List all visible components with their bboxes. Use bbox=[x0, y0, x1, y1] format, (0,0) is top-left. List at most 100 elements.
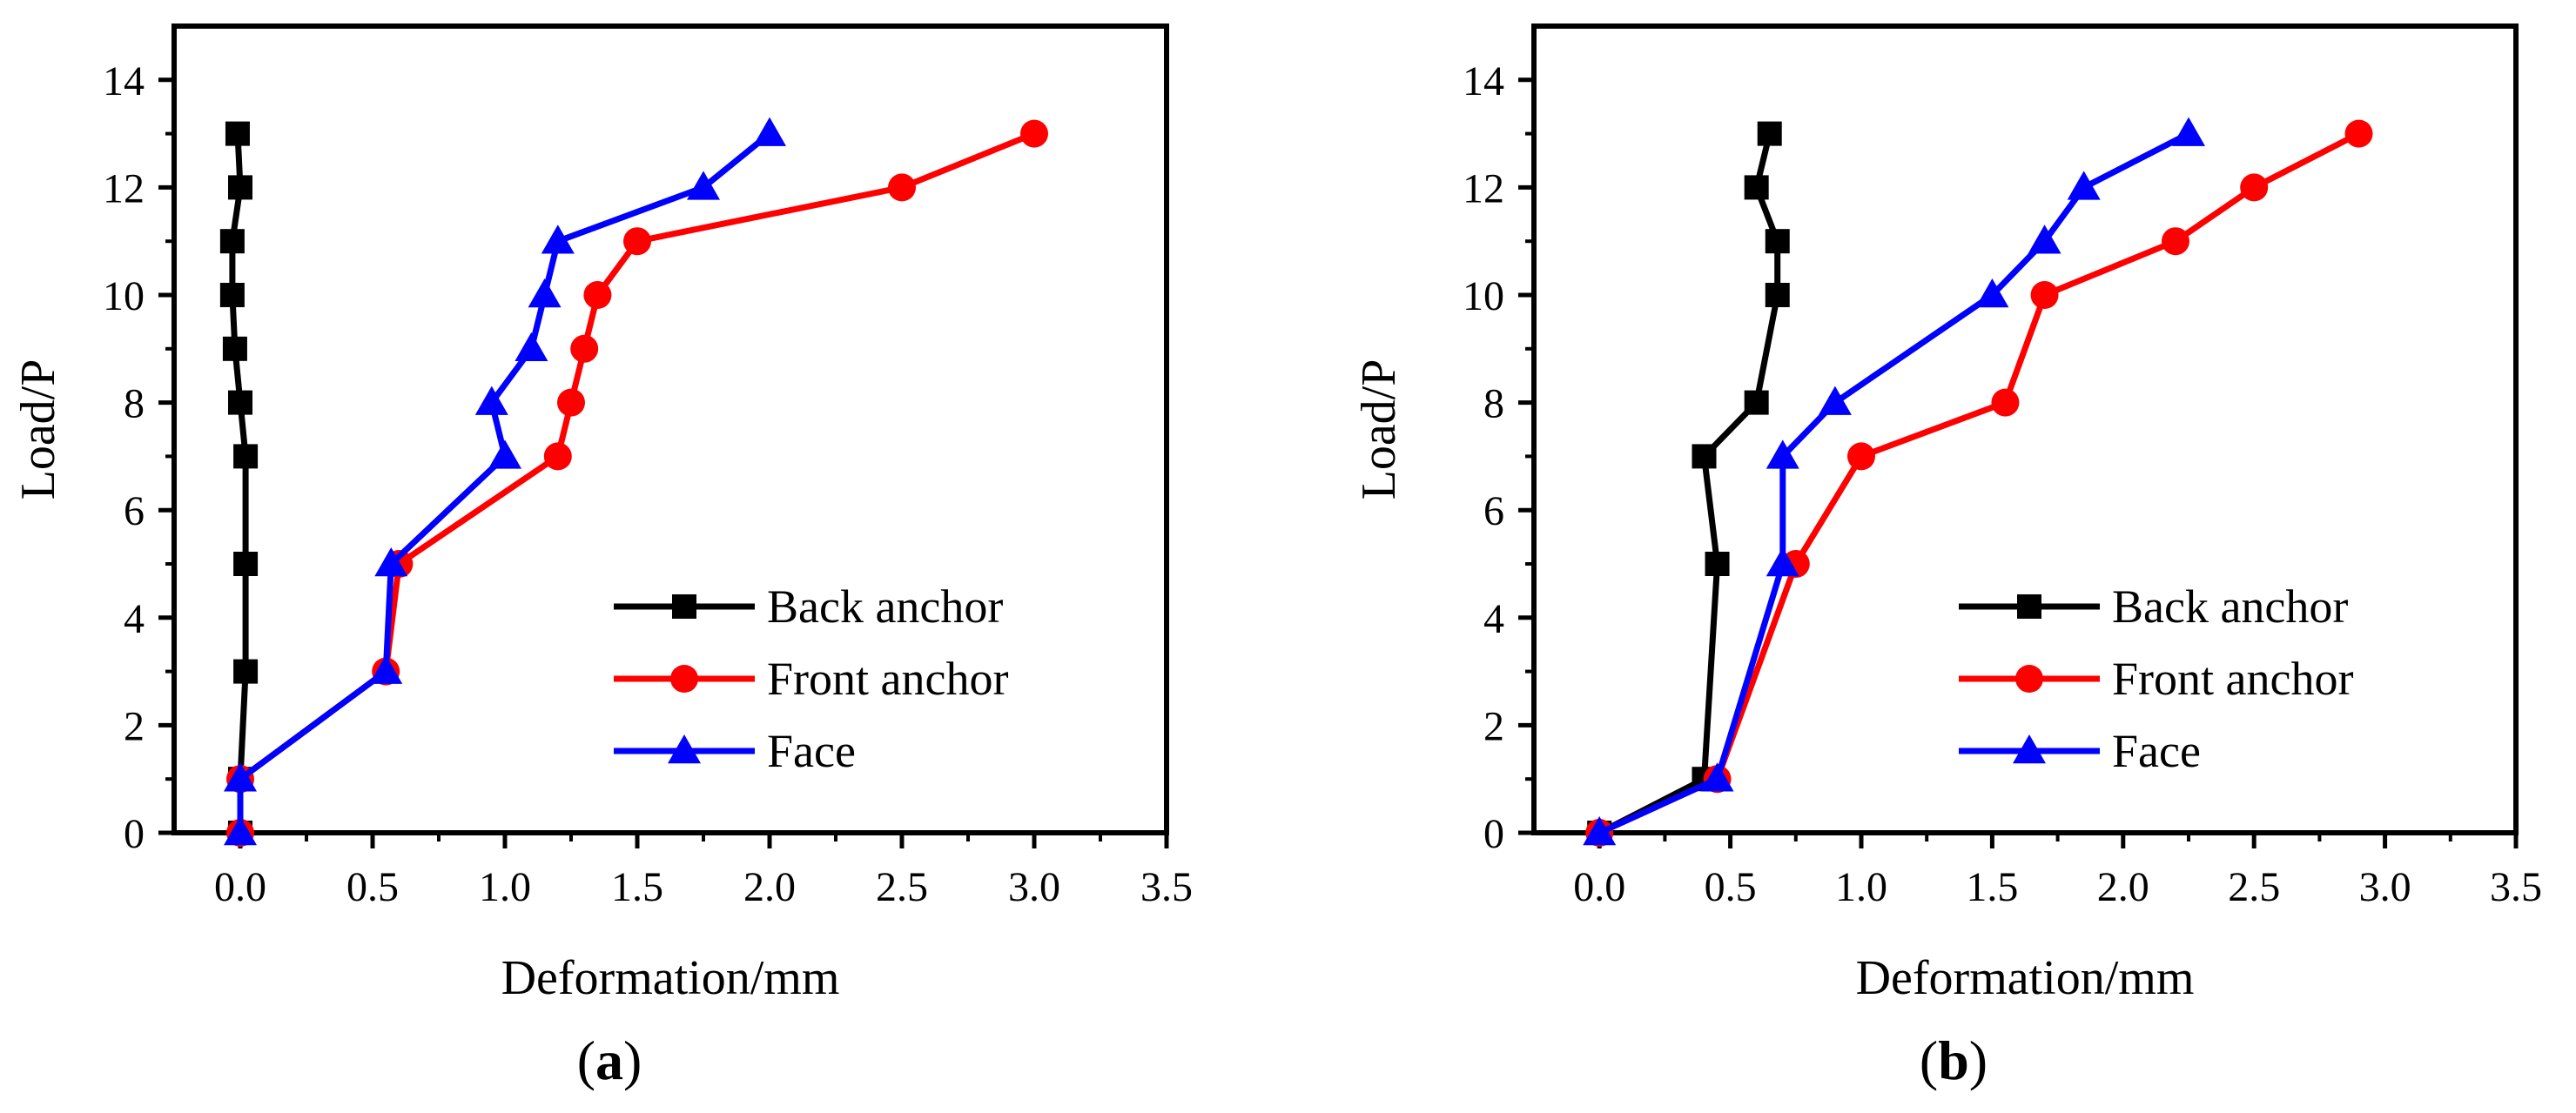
y-tick-label-b-7: 14 bbox=[1463, 58, 1504, 104]
panel-label-a-letter: a bbox=[595, 1029, 623, 1091]
legend-marker-b-1 bbox=[2015, 665, 2043, 693]
y-tick-label-a-0: 0 bbox=[124, 811, 145, 857]
point-b-0-8 bbox=[1757, 121, 1782, 146]
legend-label-b-2: Face bbox=[2112, 725, 2201, 777]
point-a-0-4 bbox=[233, 444, 259, 469]
x-tick-label-a-1: 0.5 bbox=[346, 864, 399, 910]
series-b-face bbox=[1583, 117, 2205, 846]
plot-frame-b bbox=[1531, 23, 2519, 835]
series-line-b-0 bbox=[1597, 132, 1781, 836]
y-tick-label-b-5: 10 bbox=[1463, 273, 1504, 319]
x-tick-label-b-2: 1.0 bbox=[1835, 864, 1887, 910]
y-tick-label-b-0: 0 bbox=[1483, 811, 1504, 857]
point-b-2-1 bbox=[1700, 762, 1734, 792]
series-line-a-2 bbox=[237, 131, 772, 833]
point-a-0-8 bbox=[219, 229, 245, 254]
series-line-b-2 bbox=[1597, 131, 2190, 836]
point-b-2-0 bbox=[1583, 816, 1617, 846]
legend-label-a-0: Back anchor bbox=[767, 580, 1003, 633]
point-a-1-6 bbox=[570, 334, 599, 363]
point-b-2-4 bbox=[1818, 386, 1852, 415]
point-b-1-4 bbox=[1991, 388, 2020, 417]
x-tick-label-b-3: 1.5 bbox=[1966, 864, 2018, 910]
legend-a: Back anchor Front anchor Face bbox=[614, 580, 1008, 777]
x-tick-label-b-0: 0.0 bbox=[1573, 864, 1625, 910]
point-a-0-9 bbox=[228, 175, 252, 200]
point-b-2-2 bbox=[1766, 547, 1799, 577]
point-a-0-7 bbox=[219, 283, 245, 307]
y-tick-label-b-2: 4 bbox=[1483, 596, 1504, 642]
legend-label-a-1: Front anchor bbox=[767, 653, 1008, 705]
x-axis-label-b: Deformation/mm bbox=[1856, 951, 2195, 1005]
x-tick-label-a-2: 1.0 bbox=[479, 864, 531, 910]
legend-marker-b-2 bbox=[2013, 734, 2046, 764]
point-a-2-4 bbox=[488, 439, 521, 469]
point-a-2-8 bbox=[541, 225, 575, 254]
legend-marker-b-0 bbox=[2017, 594, 2041, 619]
point-a-1-9 bbox=[888, 173, 916, 202]
point-a-0-10 bbox=[225, 121, 250, 146]
series-a-back-anchor bbox=[219, 121, 259, 845]
point-a-2-2 bbox=[369, 654, 403, 684]
point-a-2-5 bbox=[474, 386, 508, 415]
point-b-0-6 bbox=[1765, 229, 1790, 254]
point-a-0-6 bbox=[222, 336, 247, 361]
series-a-front-anchor bbox=[226, 119, 1048, 847]
point-a-1-5 bbox=[557, 388, 585, 417]
point-a-1-7 bbox=[583, 281, 612, 309]
point-a-1-8 bbox=[623, 227, 651, 256]
point-b-2-5 bbox=[1975, 278, 2009, 308]
panel-label-a: (a) bbox=[577, 1029, 642, 1091]
panel-b: 0.0 0.5 1.0 1.5 2.0 2.5 3.0 3.5 0 2 4 6 8 10 12 14 Defor… bbox=[1352, 23, 2542, 1005]
x-tick-label-a-4: 2.0 bbox=[743, 864, 796, 910]
point-a-2-3 bbox=[374, 547, 408, 577]
point-a-2-6 bbox=[515, 332, 548, 362]
legend-label-b-0: Back anchor bbox=[2112, 580, 2348, 633]
y-tick-label-b-1: 2 bbox=[1483, 703, 1504, 749]
y-tick-label-a-3: 6 bbox=[124, 488, 145, 534]
point-b-1-7 bbox=[2240, 173, 2269, 202]
point-b-2-6 bbox=[2028, 225, 2061, 254]
point-b-0-3 bbox=[1692, 444, 1717, 469]
point-b-1-3 bbox=[1847, 442, 1875, 471]
y-axis-label-b: Load/P bbox=[1352, 359, 1406, 500]
panel-label-b-letter: b bbox=[1938, 1029, 1969, 1091]
point-a-1-4 bbox=[543, 442, 572, 471]
legend-marker-a-2 bbox=[668, 734, 701, 764]
y-tick-label-b-4: 8 bbox=[1483, 381, 1504, 427]
point-a-0-5 bbox=[228, 390, 252, 415]
y-tick-label-a-5: 10 bbox=[103, 273, 145, 319]
point-b-1-6 bbox=[2161, 227, 2189, 256]
x-tick-label-a-7: 3.5 bbox=[1140, 864, 1193, 910]
legend-marker-a-0 bbox=[672, 594, 696, 619]
series-b-front-anchor bbox=[1585, 119, 2373, 847]
point-a-1-10 bbox=[1020, 119, 1048, 148]
point-b-2-3 bbox=[1766, 439, 1799, 469]
point-b-0-4 bbox=[1744, 390, 1769, 415]
x-tick-label-b-7: 3.5 bbox=[2490, 864, 2542, 910]
series-line-b-1 bbox=[1597, 131, 2361, 836]
x-axis-label-a: Deformation/mm bbox=[501, 951, 840, 1005]
x-tick-label-a-5: 2.5 bbox=[876, 864, 928, 910]
point-b-2-7 bbox=[2067, 171, 2101, 200]
x-tick-label-a-0: 0.0 bbox=[214, 864, 266, 910]
point-a-2-9 bbox=[687, 171, 720, 200]
y-tick-label-b-6: 12 bbox=[1463, 165, 1504, 211]
x-tick-label-b-5: 2.5 bbox=[2228, 864, 2280, 910]
legend-label-b-1: Front anchor bbox=[2112, 653, 2353, 705]
point-a-0-2 bbox=[233, 659, 259, 684]
legend-b: Back anchor Front anchor Face bbox=[1959, 580, 2353, 777]
point-a-2-0 bbox=[224, 816, 257, 846]
y-tick-label-a-4: 8 bbox=[124, 381, 145, 427]
y-tick-label-a-2: 4 bbox=[124, 596, 145, 642]
point-b-0-7 bbox=[1744, 175, 1769, 200]
x-tick-label-b-4: 2.0 bbox=[2097, 864, 2149, 910]
y-tick-label-b-3: 6 bbox=[1483, 488, 1504, 534]
x-tick-label-a-6: 3.0 bbox=[1008, 864, 1060, 910]
plot-frame-a bbox=[172, 23, 1169, 835]
point-b-1-5 bbox=[2030, 281, 2059, 309]
point-a-2-1 bbox=[224, 762, 257, 792]
legend-marker-a-1 bbox=[670, 665, 698, 693]
point-a-2-7 bbox=[528, 278, 562, 308]
